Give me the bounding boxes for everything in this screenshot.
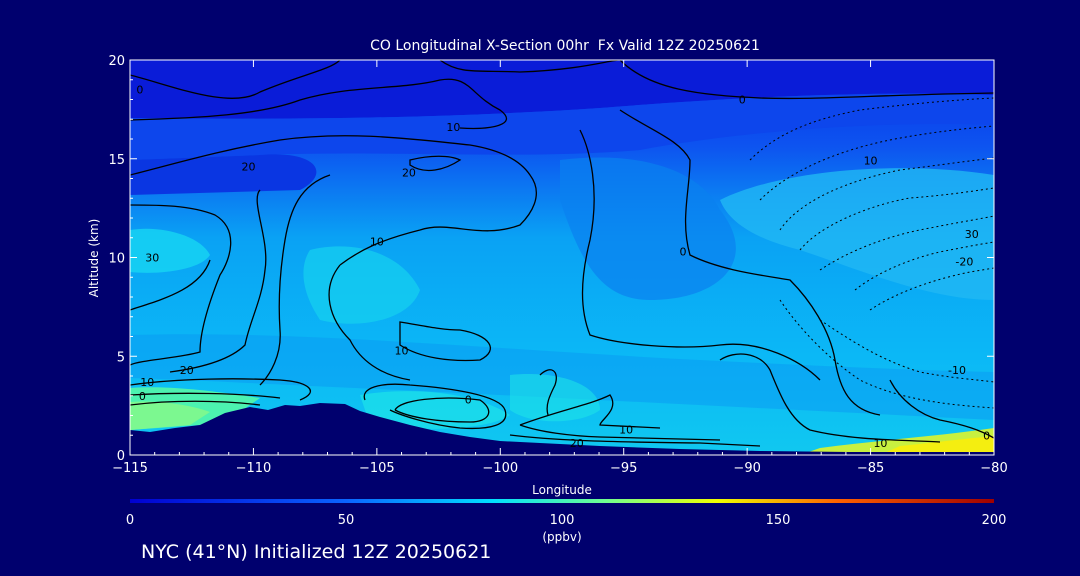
contour-label: 10 — [370, 236, 384, 249]
co-field — [130, 60, 994, 455]
contour-label: 0 — [465, 394, 472, 407]
colorbar-tick-label: 0 — [126, 513, 134, 528]
x-axis-label: Longitude — [532, 483, 592, 497]
contour-lines — [130, 60, 994, 447]
x-tick-label: −100 — [482, 461, 518, 476]
contour-label: 10 — [619, 423, 633, 436]
chart-title: CO Longitudinal X-Section 00hr Fx Valid … — [370, 38, 760, 54]
colorbar-tick-label: 200 — [982, 513, 1007, 528]
y-tick-label: 20 — [108, 54, 125, 69]
colorbar-unit: (ppbv) — [542, 530, 581, 544]
colorbar-tick-label: 50 — [338, 513, 355, 528]
contour-lines-negative — [749, 97, 994, 409]
y-axis: 0 5 10 15 20 — [108, 54, 994, 464]
y-tick-label: 15 — [108, 153, 125, 168]
x-tick-label: −115 — [112, 461, 148, 476]
y-tick-label: 5 — [117, 350, 125, 365]
y-tick-label: 0 — [117, 449, 125, 464]
y-tick-label: 10 — [108, 252, 125, 267]
x-axis: −115 −110 −105 −100 −95 −90 −85 −80 — [112, 60, 1008, 476]
x-tick-label: −105 — [359, 461, 395, 476]
contour-label: 10 — [446, 121, 460, 134]
contour-label: 10 — [140, 376, 154, 389]
contour-label: 20 — [241, 161, 255, 174]
contour-label: 0 — [679, 246, 686, 259]
footer-caption: NYC (41°N) Initialized 12Z 20250621 — [141, 541, 492, 563]
contour-label: 30 — [145, 252, 159, 265]
contour-label: 10 — [395, 344, 409, 357]
contour-label: 0 — [739, 94, 746, 107]
contour-label: 20 — [402, 167, 416, 180]
x-tick-label: −80 — [980, 461, 1007, 476]
x-tick-label: −95 — [610, 461, 637, 476]
contour-label: 0 — [136, 84, 143, 97]
contour-label: -20 — [955, 255, 973, 268]
colorbar-tick-label: 150 — [766, 513, 791, 528]
terrain-mask — [130, 403, 994, 460]
x-tick-label: −110 — [236, 461, 272, 476]
colorbar-ticks: 0 50 100 150 200 — [126, 513, 1007, 528]
colorbar-gradient — [130, 499, 994, 503]
contour-label: -10 — [948, 364, 966, 377]
contour-label: 20 — [180, 364, 194, 377]
colorbar: 0 50 100 150 200 (ppbv) — [126, 499, 1007, 544]
contour-label: 10 — [864, 155, 878, 168]
contour-label: 10 — [873, 437, 887, 450]
x-tick-label: −85 — [857, 461, 884, 476]
contour-label: 0 — [983, 429, 990, 442]
contour-label: 30 — [965, 228, 979, 241]
contour-label: 20 — [570, 437, 584, 450]
contour-label: 0 — [139, 390, 146, 403]
colorbar-tick-label: 100 — [550, 513, 575, 528]
x-tick-label: −90 — [733, 461, 760, 476]
y-axis-label: Altitude (km) — [87, 219, 101, 298]
